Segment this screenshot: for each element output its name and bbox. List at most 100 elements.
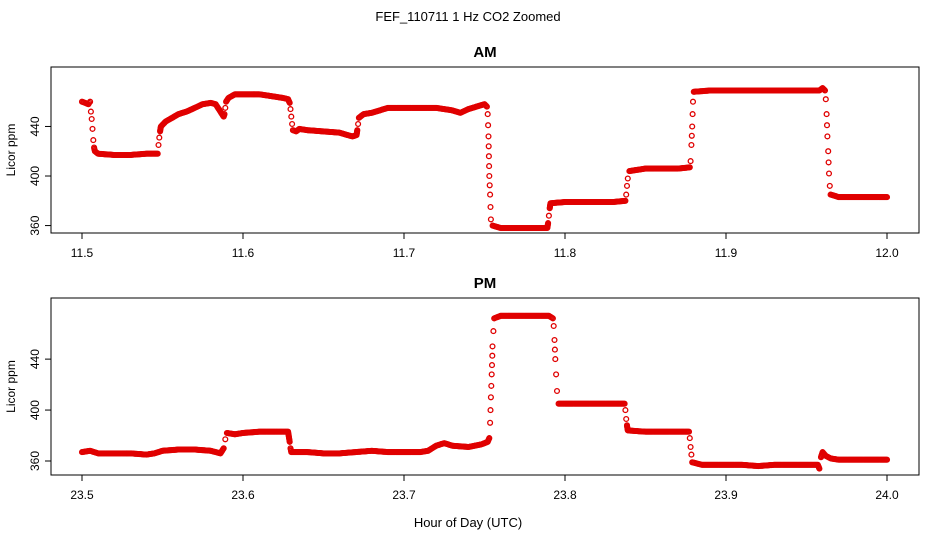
- data-point: [286, 438, 293, 445]
- data-point: [623, 415, 630, 423]
- data-point: [624, 175, 631, 182]
- data-point: [482, 101, 489, 109]
- data-point: [355, 120, 362, 128]
- data-series: [78, 312, 891, 472]
- data-point: [685, 428, 693, 435]
- data-point: [87, 98, 94, 105]
- data-point: [621, 400, 628, 407]
- data-point: [489, 352, 496, 359]
- data-point: [487, 419, 494, 426]
- data-point: [487, 191, 494, 198]
- data-point: [686, 435, 693, 442]
- plot-frame: [50, 66, 920, 234]
- x-tick-label: 11.8: [554, 246, 577, 260]
- data-point: [489, 343, 496, 350]
- data-point: [90, 137, 97, 144]
- data-point: [485, 133, 492, 140]
- x-tick-label: 23.9: [714, 488, 738, 502]
- data-point: [87, 108, 94, 115]
- data-point: [222, 104, 229, 111]
- data-point: [688, 132, 695, 139]
- panel-title: AM: [473, 44, 496, 61]
- page-title: FEF_110711 1 Hz CO2 Zoomed: [375, 9, 561, 24]
- data-point: [823, 111, 830, 118]
- data-point: [823, 122, 831, 129]
- data-point: [689, 111, 696, 118]
- data-point: [623, 191, 630, 198]
- data-point: [549, 315, 556, 322]
- data-point: [883, 456, 891, 463]
- data-point: [488, 362, 496, 369]
- data-point: [485, 122, 492, 129]
- x-tick-label: 24.0: [875, 488, 899, 502]
- data-point: [689, 98, 697, 105]
- data-point: [689, 123, 696, 130]
- x-tick-label: 23.5: [70, 488, 94, 502]
- data-point: [826, 182, 833, 189]
- y-tick-label: 360: [28, 451, 42, 471]
- data-point: [687, 158, 694, 165]
- data-point: [825, 148, 832, 155]
- y-tick-label: 400: [28, 400, 42, 420]
- y-axis-label: Licor ppm: [4, 124, 18, 177]
- x-tick-label: 23.6: [231, 488, 255, 502]
- x-axis-label: Hour of Day (UTC): [413, 515, 523, 530]
- data-point: [821, 87, 829, 94]
- panel-am: AM 11.5 11.6 11.7 11.8 11.9 12.0 360 400 440 Licor…: [4, 44, 920, 260]
- data-point: [487, 407, 494, 414]
- x-tick-label: 12.0: [875, 246, 899, 260]
- data-point: [287, 106, 294, 113]
- data-point: [155, 141, 162, 149]
- y-tick-label: 400: [28, 166, 42, 186]
- data-point: [824, 133, 831, 140]
- data-point: [490, 328, 497, 335]
- data-point: [156, 134, 163, 141]
- y-axis-label: Licor ppm: [4, 360, 18, 413]
- x-tick-label: 23.8: [553, 488, 577, 502]
- y-tick-label: 360: [28, 215, 42, 235]
- y-tick-label: 440: [28, 116, 42, 136]
- data-point: [485, 143, 492, 150]
- data-point: [553, 387, 561, 395]
- data-point: [288, 113, 295, 120]
- data-point: [553, 371, 560, 378]
- panel-pm: PM 23.5 23.6 23.7 23.8 23.9 24.0 360 400 440 Licor…: [4, 275, 920, 502]
- data-point: [816, 465, 823, 472]
- data-series: [78, 85, 891, 232]
- data-point: [488, 371, 495, 378]
- data-point: [825, 159, 832, 166]
- data-point: [487, 216, 494, 223]
- data-point: [688, 451, 695, 458]
- data-point: [883, 194, 891, 201]
- data-point: [686, 164, 693, 171]
- data-point: [552, 356, 559, 363]
- x-tick-label: 11.6: [232, 246, 255, 260]
- data-point: [551, 346, 558, 353]
- x-tick-label: 23.7: [392, 488, 416, 502]
- plot-frame: [50, 297, 920, 476]
- x-tick-label: 11.9: [715, 246, 738, 260]
- data-point: [545, 220, 552, 227]
- data-point: [486, 182, 493, 189]
- data-point: [487, 203, 494, 211]
- data-point: [354, 127, 361, 134]
- data-point: [821, 86, 828, 93]
- data-point: [485, 153, 492, 160]
- data-point: [221, 111, 228, 118]
- data-point: [550, 322, 557, 330]
- data-point: [483, 102, 490, 109]
- data-point: [820, 85, 827, 92]
- y-tick-label: 440: [28, 349, 42, 369]
- x-tick-label: 11.5: [71, 246, 94, 260]
- data-point: [220, 445, 227, 452]
- data-point: [286, 99, 293, 106]
- data-point: [687, 443, 694, 451]
- data-point: [487, 394, 494, 401]
- data-point: [486, 435, 493, 442]
- data-point: [623, 182, 631, 189]
- data-point: [154, 150, 161, 157]
- data-point: [488, 382, 495, 389]
- data-point: [825, 170, 833, 177]
- data-point: [88, 115, 95, 123]
